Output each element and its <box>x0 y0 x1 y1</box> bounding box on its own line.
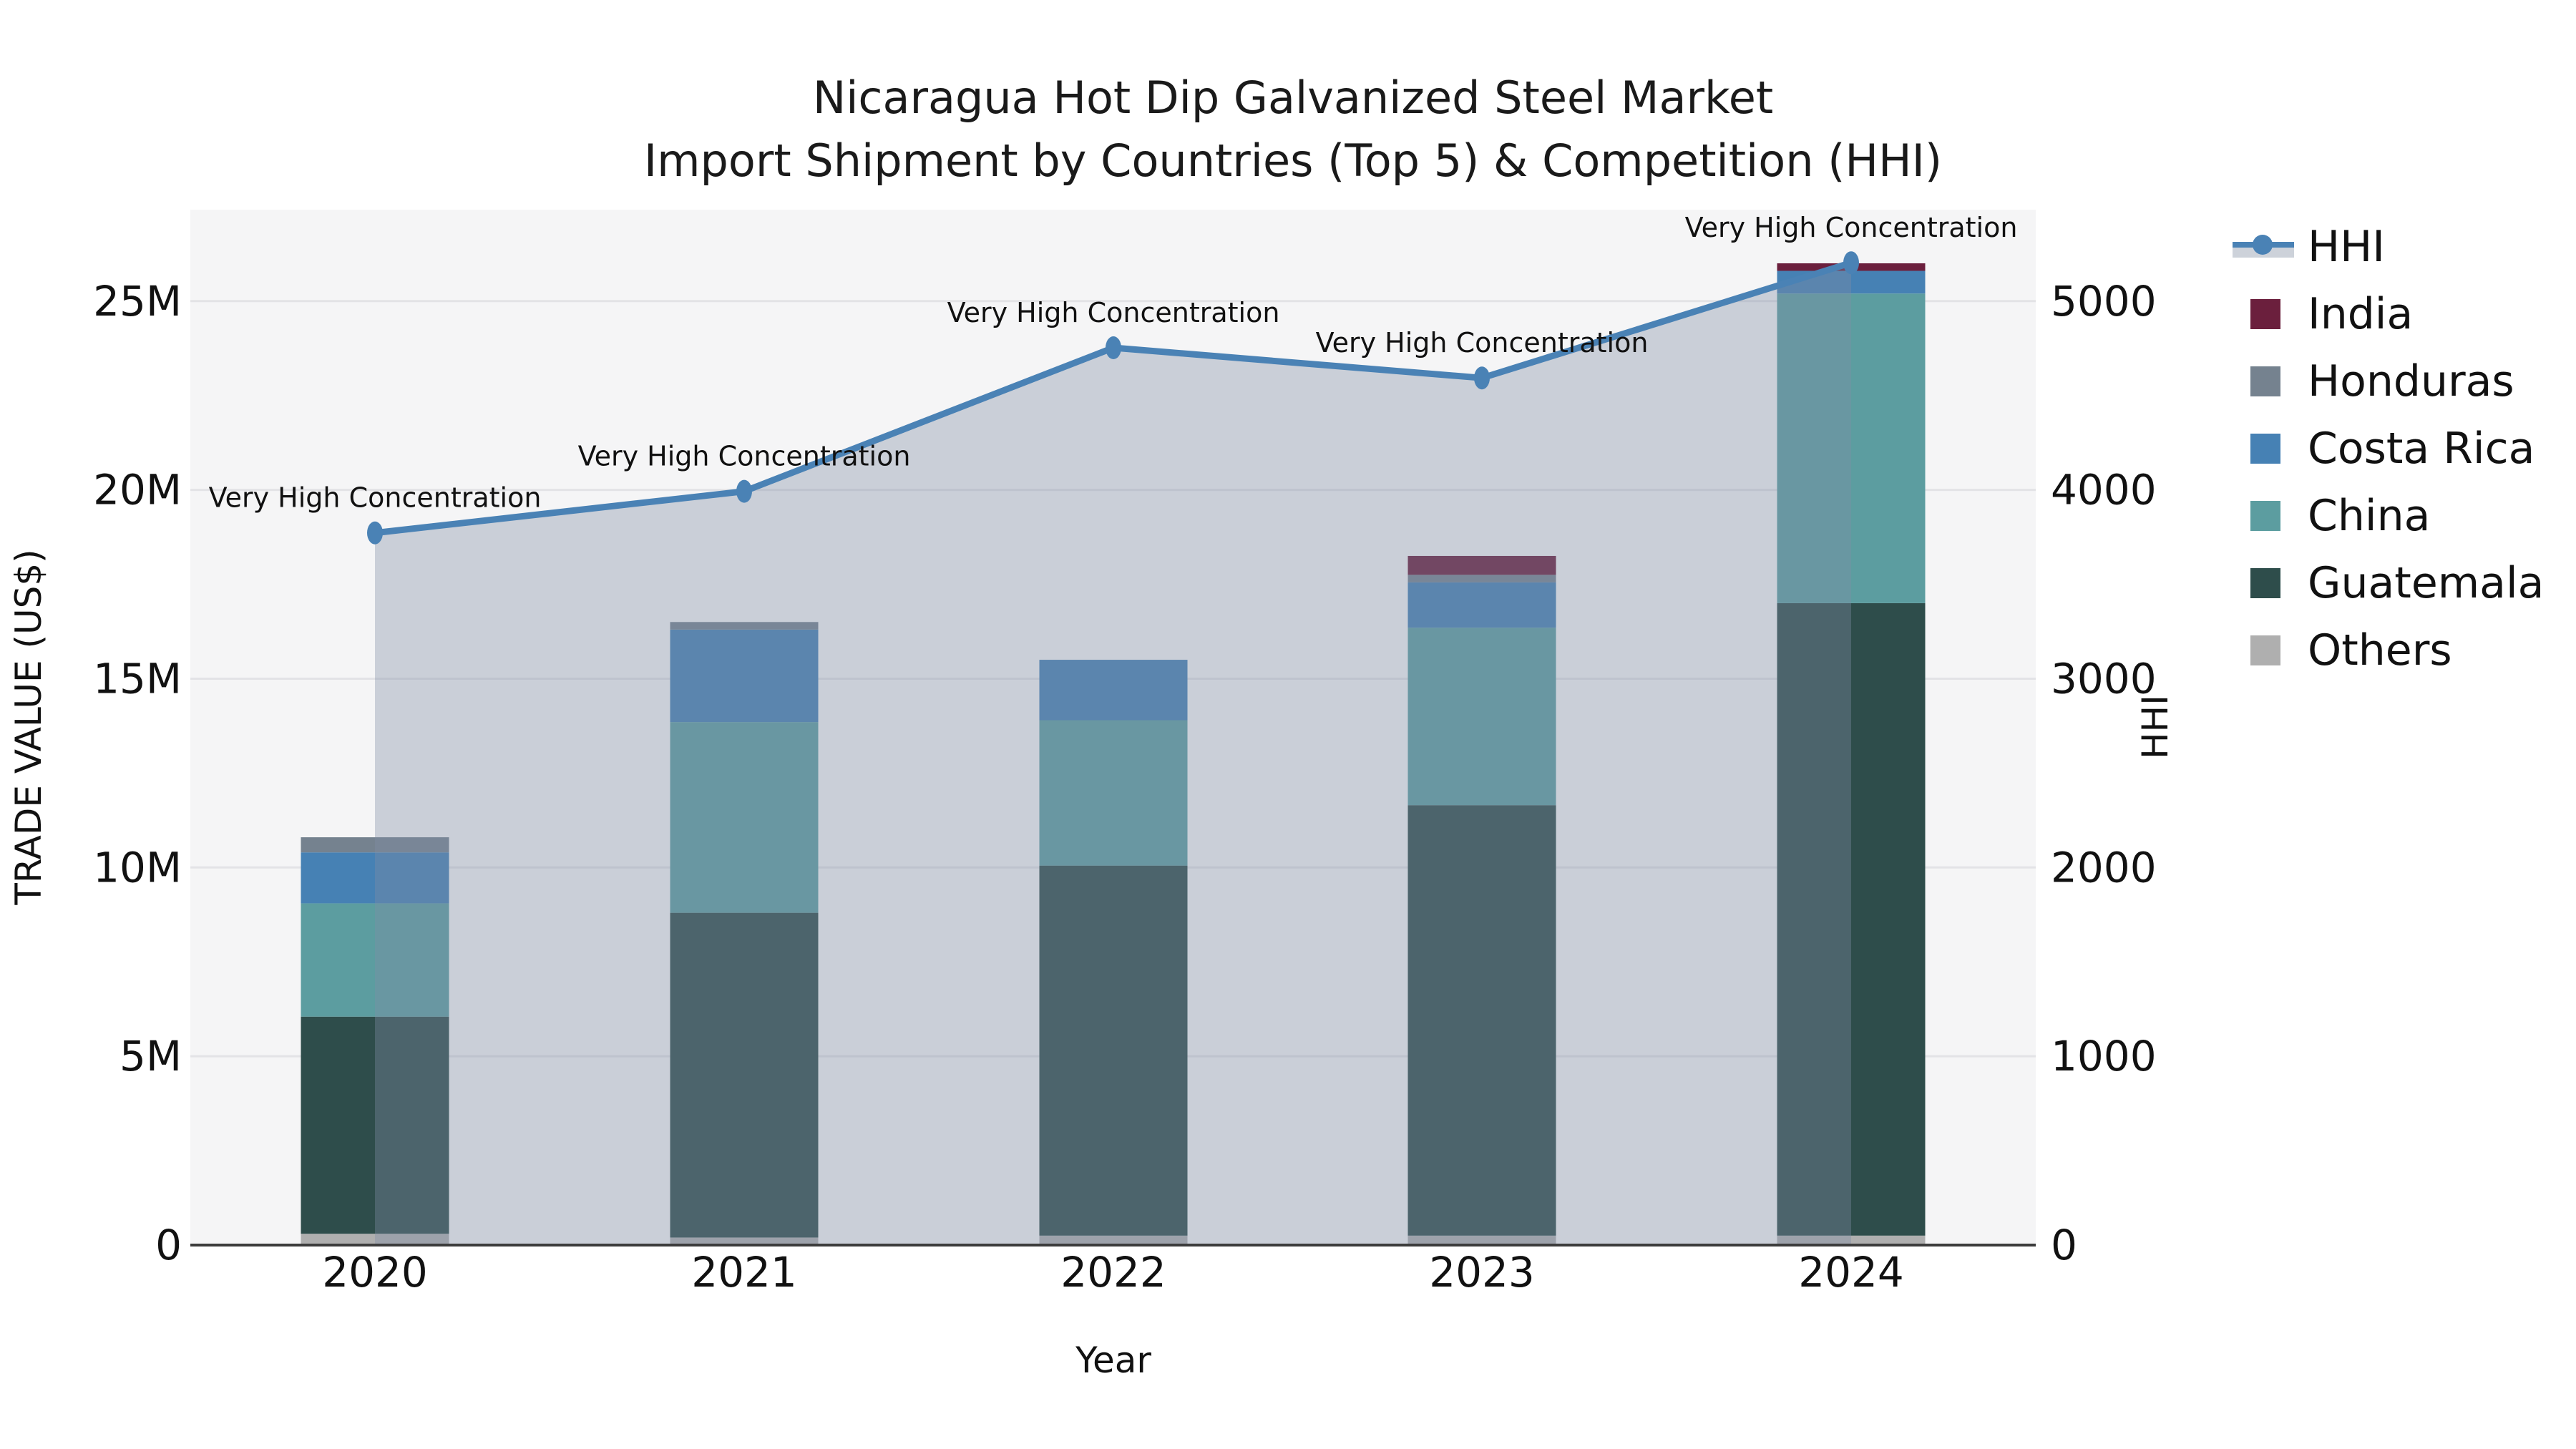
hhi-marker <box>1843 251 1859 275</box>
legend-label-guatemala: Guatemala <box>2308 558 2545 608</box>
others-color-swatch <box>2250 635 2280 665</box>
y-right-tick-label: 2000 <box>2051 843 2157 892</box>
legend-item-honduras: Honduras <box>2233 356 2569 406</box>
honduras-color-swatch <box>2250 366 2280 396</box>
hhi-annotation: Very High Concentration <box>1316 327 1649 358</box>
hhi-area-fill <box>375 263 1851 1246</box>
bar-segment-china <box>1407 628 1556 806</box>
legend-label-costa-rica: Costa Rica <box>2308 424 2535 474</box>
chart-title-line1: Nicaragua Hot Dip Galvanized Steel Marke… <box>812 72 1774 124</box>
x-tick-label: 2023 <box>1429 1248 1535 1297</box>
legend-label-china: China <box>2308 491 2431 541</box>
legend-item-china: China <box>2233 491 2569 541</box>
y-right-tick-label: 4000 <box>2051 466 2157 514</box>
y-right-tick-label: 0 <box>2051 1221 2077 1269</box>
legend-item-guatemala: Guatemala <box>2233 558 2569 608</box>
bar-segment-guatemala <box>1039 865 1188 1236</box>
marker-dot-icon <box>2253 235 2273 255</box>
hhi-annotation: Very High Concentration <box>209 482 542 514</box>
bar-segment-china <box>1039 720 1188 866</box>
costa-rica-color-swatch <box>2250 434 2280 464</box>
bar-segment-costa-rica <box>1777 270 1926 294</box>
bar-segment-costa-rica <box>301 852 449 904</box>
x-tick-label: 2022 <box>1060 1248 1166 1297</box>
bar-segment-guatemala <box>670 912 819 1238</box>
y-left-tick-label: 25M <box>93 277 182 326</box>
y-right-tick-label: 1000 <box>2051 1032 2157 1080</box>
y-left-tick-label: 0 <box>155 1221 182 1269</box>
legend-item-costa-rica: Costa Rica <box>2233 424 2569 474</box>
hhi-legend-symbol <box>2233 230 2308 263</box>
bar-segment-others <box>301 1234 449 1245</box>
hhi-annotation: Very High Concentration <box>1685 212 2018 243</box>
hhi-line-marker-icon <box>2233 230 2294 263</box>
bar-segment-guatemala <box>1777 602 1926 1236</box>
x-tick-label: 2024 <box>1798 1248 1904 1297</box>
hhi-annotation: Very High Concentration <box>578 441 911 472</box>
x-tick-label: 2020 <box>322 1248 428 1297</box>
bar-segment-honduras <box>301 837 449 853</box>
legend-item-others: Others <box>2233 625 2569 675</box>
x-axis-label: Year <box>1075 1340 1151 1381</box>
legend-label-hhi: HHI <box>2308 222 2385 272</box>
legend-label-others: Others <box>2308 625 2452 675</box>
hhi-marker <box>736 479 752 503</box>
bar-segment-costa-rica <box>670 629 819 723</box>
legend-label-honduras: Honduras <box>2308 356 2514 406</box>
y-axis-label-left: TRADE VALUE (US$) <box>8 549 49 905</box>
bar-segment-others <box>1777 1235 1926 1245</box>
india-color-swatch <box>2250 299 2280 329</box>
y-left-tick-label: 15M <box>93 654 182 703</box>
chart-title-line2: Import Shipment by Countries (Top 5) & C… <box>643 135 1943 187</box>
bar-segment-china <box>301 903 449 1017</box>
y-left-tick-label: 10M <box>93 843 182 892</box>
legend-label-india: India <box>2308 289 2414 339</box>
y-axis-label-right: HHI <box>2135 695 2176 759</box>
bar-segment-china <box>1777 293 1926 603</box>
hhi-marker <box>1106 336 1121 359</box>
legend: HHI India Honduras Costa Rica China Guat… <box>2233 222 2569 701</box>
bar-segment-others <box>1407 1235 1556 1245</box>
y-left-tick-label: 5M <box>119 1032 182 1080</box>
bar-segment-costa-rica <box>1039 660 1188 721</box>
hhi-marker <box>1474 366 1490 390</box>
hhi-marker <box>367 521 383 545</box>
bar-segment-others <box>1039 1235 1188 1245</box>
bar-segment-china <box>670 722 819 913</box>
bar-segment-india <box>1407 555 1556 575</box>
bar-segment-others <box>670 1237 819 1245</box>
guatemala-color-swatch <box>2250 568 2280 598</box>
china-color-swatch <box>2250 501 2280 531</box>
bar-segment-honduras <box>1407 575 1556 582</box>
y-right-tick-label: 3000 <box>2051 654 2157 703</box>
bar-segment-guatemala <box>301 1016 449 1234</box>
bar-segment-costa-rica <box>1407 582 1556 628</box>
bar-segment-guatemala <box>1407 805 1556 1236</box>
hhi-annotation: Very High Concentration <box>947 297 1280 328</box>
y-right-tick-label: 5000 <box>2051 277 2157 326</box>
x-tick-label: 2021 <box>691 1248 797 1297</box>
legend-item-india: India <box>2233 289 2569 339</box>
legend-item-hhi: HHI <box>2233 222 2569 272</box>
y-left-tick-label: 20M <box>93 466 182 514</box>
bar-segment-honduras <box>670 622 819 630</box>
